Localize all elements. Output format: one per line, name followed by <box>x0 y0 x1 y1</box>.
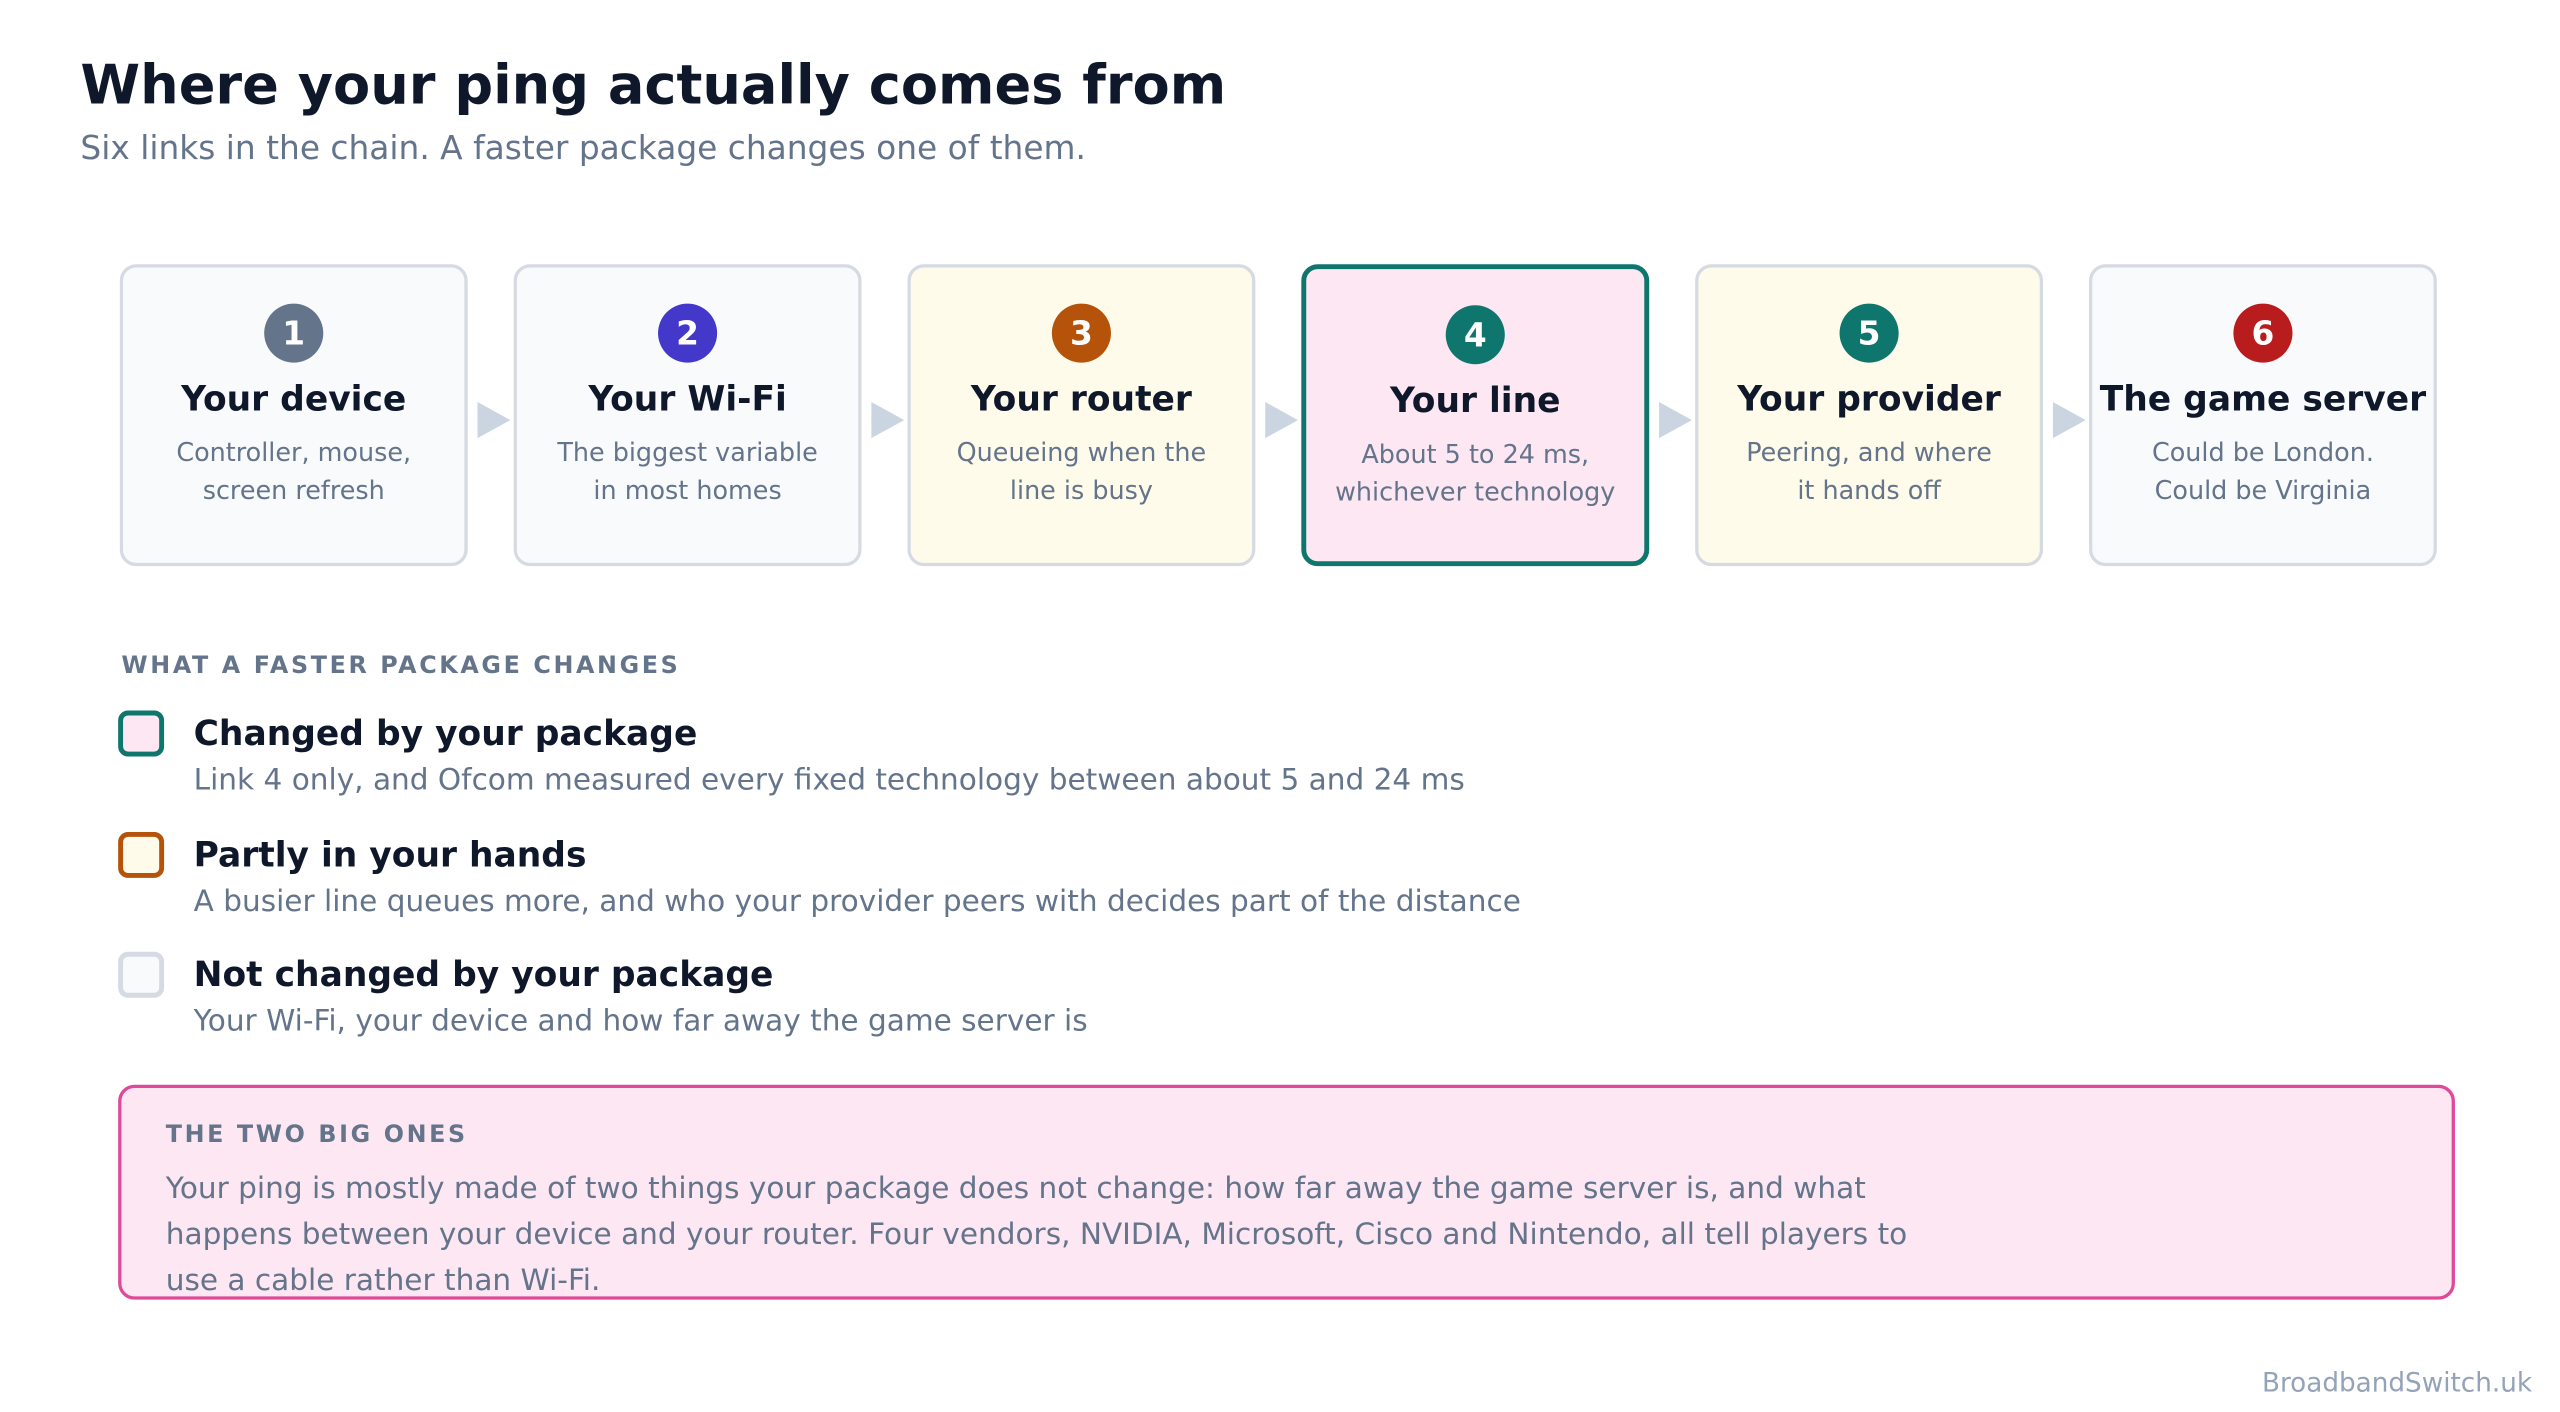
step-number: 3 <box>1051 303 1111 363</box>
step-card: 5 Your provider Peering, and where it hand… <box>1695 264 2044 567</box>
arrow <box>477 402 511 439</box>
step-title: Your router <box>970 379 1192 419</box>
legend-title: Not changed by your package <box>193 955 774 995</box>
legend-swatch <box>118 710 165 757</box>
brand: BroadbandSwitch.uk <box>2261 1366 2533 1399</box>
step-description: Could be London. Could be Virginia <box>2151 438 2374 506</box>
arrow <box>1265 402 1299 439</box>
step-number: 1 <box>264 303 324 363</box>
step-title: The game server <box>2099 379 2427 419</box>
step-description: Peering, and where it hands off <box>1746 438 1992 506</box>
callout-text: Your ping is mostly made of two things y… <box>165 1171 1908 1299</box>
legend-title: Changed by your package <box>193 713 698 754</box>
chain: 1 Your device Controller, mouse, screen re… <box>119 264 2450 576</box>
arrow <box>871 402 905 439</box>
step-description: About 5 to 24 ms, whichever technology <box>1335 439 1616 508</box>
step-card: 4 Your line About 5 to 24 ms, whichever te… <box>1301 264 1650 567</box>
legend-description: Link 4 only, and Ofcom measured every fi… <box>193 763 1465 798</box>
legend-swatch <box>118 951 165 998</box>
legend-swatch <box>118 831 165 878</box>
step-card: 6 The game server Could be London. Could b… <box>2088 264 2437 567</box>
step-title: Your Wi-Fi <box>588 379 787 419</box>
callout-heading: THE TWO BIG ONES <box>165 1122 468 1149</box>
step-card: 2 Your Wi-Fi The biggest variable in most … <box>513 264 862 567</box>
step-card: 3 Your router Queueing when the line is bu… <box>907 264 1256 567</box>
step-number: 6 <box>2233 303 2293 363</box>
legend-heading: WHAT A FASTER PACKAGE CHANGES <box>121 653 681 680</box>
subtitle: Six links in the chain. A faster package… <box>80 127 1086 168</box>
step-description: The biggest variable in most homes <box>557 438 818 506</box>
legend-title: Partly in your hands <box>193 834 587 874</box>
title: Where your ping actually comes from <box>80 52 1227 117</box>
step-title: Your provider <box>1737 379 2001 419</box>
arrow <box>1659 402 1692 439</box>
legend-description: Your Wi-Fi, your device and how far away… <box>193 1004 1088 1039</box>
step-number: 2 <box>658 303 718 363</box>
step-title: Your line <box>1389 380 1561 421</box>
step-number: 5 <box>1839 303 1899 363</box>
step-description: Queueing when the line is busy <box>956 438 1207 506</box>
step-description: Controller, mouse, screen refresh <box>176 438 412 506</box>
arrow <box>2052 402 2086 439</box>
step-card: 1 Your device Controller, mouse, screen re… <box>119 264 468 567</box>
callout: THE TWO BIG ONES Your ping is mostly mad… <box>118 1084 2455 1300</box>
step-title: Your device <box>181 379 407 419</box>
step-number: 4 <box>1445 305 1505 365</box>
legend-description: A busier line queues more, and who your … <box>193 883 1521 919</box>
